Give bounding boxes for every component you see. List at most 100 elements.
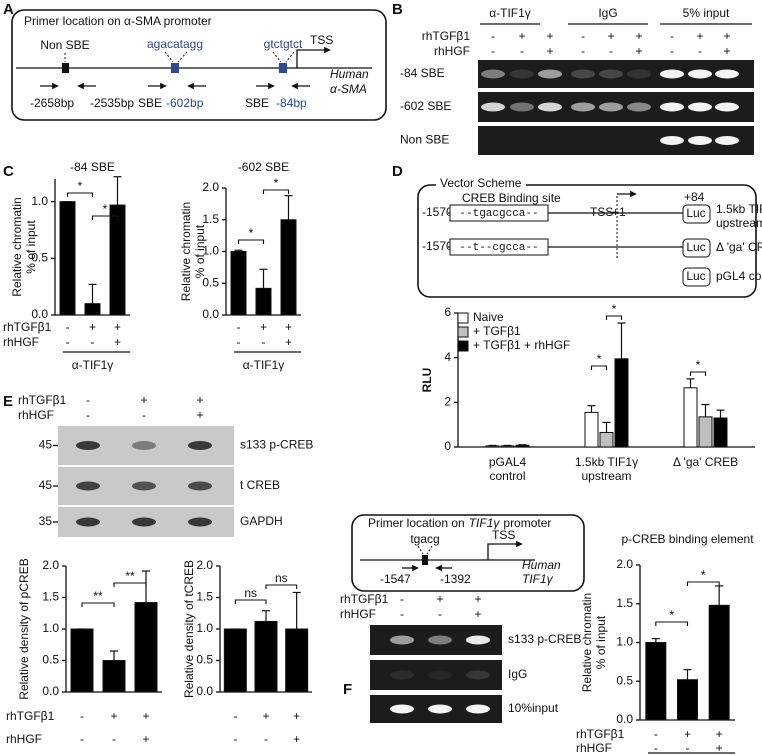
error-bar [683,669,692,680]
error-bar [686,378,695,388]
y-tick-label: 0.0 [31,307,48,321]
tss-label: TSS [590,205,613,219]
bar [599,431,614,448]
y-tick-label: 0.0 [616,712,633,726]
x-tick-label: upstream [581,469,631,483]
gel [478,126,754,155]
significance-label: ns [275,571,288,585]
blot-label: GAPDH [240,514,283,528]
bar [485,445,500,448]
sequence: --t--cgcca-- [459,242,538,254]
title-part: Primer location on [368,516,465,530]
row-name: rhTGFβ1 [576,727,625,741]
error-bar [110,650,118,661]
error-bar [602,421,611,433]
gel-band [390,704,414,714]
error-bar [234,249,243,252]
gel-label: IgG [508,667,527,681]
position: -2658bp [30,96,74,110]
site-label: CREB Binding site [462,191,561,205]
gel-band [188,481,212,491]
site-box [449,238,549,256]
y-axis-label: % of input [193,224,207,278]
sign: - [237,320,241,334]
y-tick-label: 2.0 [196,558,213,572]
sign: - [520,44,524,58]
y-tick-label: 0.5 [196,653,213,667]
error-bar [292,591,301,629]
significance-bracket [66,192,94,197]
sign: + [285,320,292,334]
construct-label: 1.5kb TIF1γ [716,202,762,216]
panel-label: A [3,1,14,18]
sign: - [112,732,116,746]
y-tick-label: 2.0 [42,558,59,572]
sign: + [293,732,300,746]
y-tick-label: 0.5 [616,673,633,687]
gel-band [538,102,562,112]
sign: + [696,29,703,43]
gel-band [627,102,651,112]
sign: - [237,335,241,349]
gel-label: 10%input [508,701,559,715]
gel-band [390,670,414,680]
gel-band [466,635,490,645]
sign: + [474,607,481,621]
marker-label: 45 [39,438,53,452]
gel-band [428,704,452,714]
diagram-box [351,514,585,592]
gel-band [132,517,156,527]
gel-row-label: -84 SBE [400,66,445,80]
sign: + [114,335,121,349]
title-part: promoter [503,516,551,530]
sign: - [670,29,674,43]
sign: + [196,408,203,422]
blot-label: s133 p-CREB [240,438,313,452]
gel-band [188,441,212,450]
bar [84,303,101,316]
sign: - [264,732,268,746]
sign: + [89,320,96,334]
sign: - [233,709,237,723]
sign: + [140,393,147,407]
bar [102,660,126,693]
construct-label: pGL4 control [716,269,762,283]
gel-band [481,69,505,79]
y-tick-label: 0.5 [202,275,219,289]
bar [255,287,272,316]
gel-band [428,635,452,645]
position: SBE [138,96,162,110]
gel-row-label: -602 SBE [400,99,451,113]
gel-band [466,704,490,714]
position: -2535bp [90,96,134,110]
bar [677,679,698,721]
y-tick-label: 1.5 [196,590,213,604]
tss-arrow [487,540,523,560]
gel-band [627,69,651,79]
position: +84 [684,190,705,204]
leader [417,545,424,555]
sign: + [293,709,300,723]
y-axis-label: % of input [24,220,38,274]
sign: - [654,727,658,741]
title-part: TIF1γ [469,516,501,530]
x-axis-label: α-TIF1γ [72,358,114,372]
gel-band [76,481,100,491]
sign: - [670,44,674,58]
tss-label: TSS [310,33,333,47]
row-name: rhHGF [3,335,39,349]
error-bar [262,610,270,622]
bar [614,358,629,448]
y-tick-label: 1.5 [616,596,633,610]
bar [708,604,730,721]
row-name: rhTGFβ1 [18,393,67,407]
row-name: rhTGFβ1 [6,709,55,723]
leader [426,545,433,555]
y-tick-label: 1.0 [31,194,48,208]
y-tick-label: 1.0 [202,244,219,258]
gel-band [132,441,156,450]
sign: + [260,320,267,334]
error-bar [651,638,660,643]
sign: + [635,29,642,43]
gene-label: Human [522,558,561,572]
